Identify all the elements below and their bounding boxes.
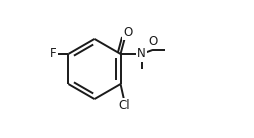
Text: N: N (137, 47, 146, 60)
Text: F: F (50, 47, 56, 60)
Text: Cl: Cl (119, 99, 130, 112)
Text: O: O (149, 35, 158, 48)
Text: O: O (123, 26, 133, 39)
